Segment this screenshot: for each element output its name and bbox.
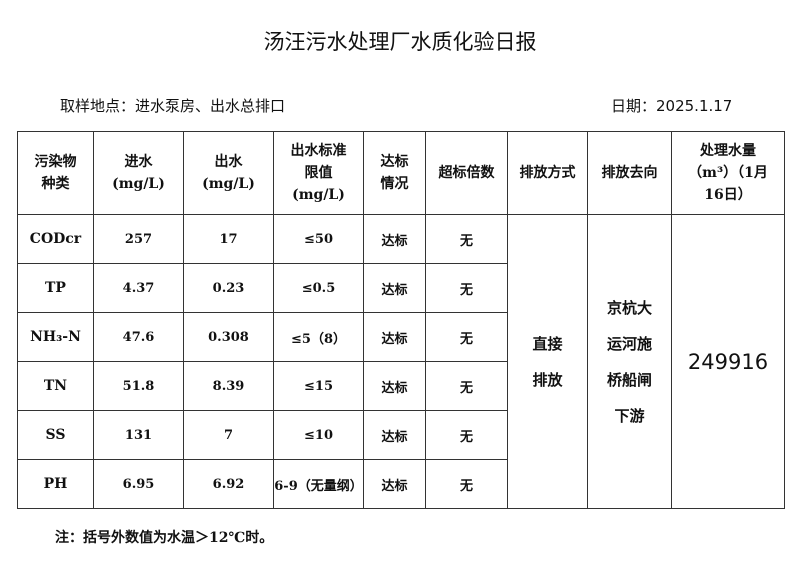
report-date: 日期：2025.1.17 xyxy=(611,97,733,115)
cell-out: 8.39 xyxy=(183,361,274,411)
cell-name: SS xyxy=(17,410,94,460)
treated-volume: 249916 xyxy=(671,214,785,509)
cell-limit: ≤10 xyxy=(273,410,364,460)
cell-limit: ≤15 xyxy=(273,361,364,411)
cell-exceed: 无 xyxy=(425,312,508,362)
table-row: CODcr 257 17 ≤50 达标无直接排放 京杭大运河施桥船闸下游 249916 xyxy=(17,214,785,509)
cell-in: 257 xyxy=(93,214,184,264)
cell-limit: ≤50 xyxy=(273,214,364,264)
header-method: 排放方式 xyxy=(507,131,588,215)
footnote: 注：括号外数值为水温＞12℃时。 xyxy=(55,530,274,546)
cell-in: 131 xyxy=(93,410,184,460)
cell-name: NH₃-N xyxy=(17,312,94,362)
sampling-location: 取样地点：进水泵房、出水总排口 xyxy=(60,97,286,115)
cell-status: 达标 xyxy=(363,214,426,264)
cell-status: 达标 xyxy=(363,361,426,411)
table-row: SS 131 7 ≤10 达标无 xyxy=(17,410,785,460)
cell-in: 6.95 xyxy=(93,459,184,509)
header-inflow: 进水(mg/L) xyxy=(93,131,184,215)
cell-name: PH xyxy=(17,459,94,509)
cell-limit: ≤5（8） xyxy=(273,312,364,362)
cell-status: 达标 xyxy=(363,459,426,509)
header-volume: 处理水量（m³）（1月16日） xyxy=(671,131,785,215)
cell-out: 17 xyxy=(183,214,274,264)
table-row: NH₃-N 47.6 0.308 ≤5（8） 达标无 xyxy=(17,312,785,362)
cell-in: 51.8 xyxy=(93,361,184,411)
table-row: TP 4.37 0.23 ≤0.5 达标无 xyxy=(17,263,785,313)
cell-out: 0.308 xyxy=(183,312,274,362)
water-quality-table: 污染物种类 进水(mg/L) 出水(mg/L) 出水标准限值(mg/L) 达标情… xyxy=(17,131,785,509)
cell-exceed: 无 xyxy=(425,214,508,264)
cell-exceed: 无 xyxy=(425,459,508,509)
cell-exceed: 无 xyxy=(425,361,508,411)
cell-limit: 6-9（无量纲） xyxy=(273,459,364,509)
discharge-destination: 京杭大运河施桥船闸下游 xyxy=(587,214,672,509)
table-row: TN 51.8 8.39 ≤15 达标无 xyxy=(17,361,785,411)
cell-out: 0.23 xyxy=(183,263,274,313)
header-destination: 排放去向 xyxy=(587,131,672,215)
cell-exceed: 无 xyxy=(425,263,508,313)
table-row: PH 6.95 6.92 6-9（无量纲） 达标无 xyxy=(17,459,785,509)
cell-status: 达标 xyxy=(363,263,426,313)
cell-out: 6.92 xyxy=(183,459,274,509)
header-limit: 出水标准限值(mg/L) xyxy=(273,131,364,215)
header-outflow: 出水(mg/L) xyxy=(183,131,274,215)
cell-name: CODcr xyxy=(17,214,94,264)
header-pollutant: 污染物种类 xyxy=(17,131,94,215)
cell-limit: ≤0.5 xyxy=(273,263,364,313)
cell-in: 47.6 xyxy=(93,312,184,362)
cell-name: TP xyxy=(17,263,94,313)
report-title: 汤汪污水处理厂水质化验日报 xyxy=(263,30,537,54)
header-exceed: 超标倍数 xyxy=(425,131,508,215)
cell-status: 达标 xyxy=(363,312,426,362)
cell-status: 达标 xyxy=(363,410,426,460)
header-status: 达标情况 xyxy=(363,131,426,215)
cell-exceed: 无 xyxy=(425,410,508,460)
discharge-method: 直接排放 xyxy=(507,214,588,509)
cell-name: TN xyxy=(17,361,94,411)
cell-out: 7 xyxy=(183,410,274,460)
cell-in: 4.37 xyxy=(93,263,184,313)
